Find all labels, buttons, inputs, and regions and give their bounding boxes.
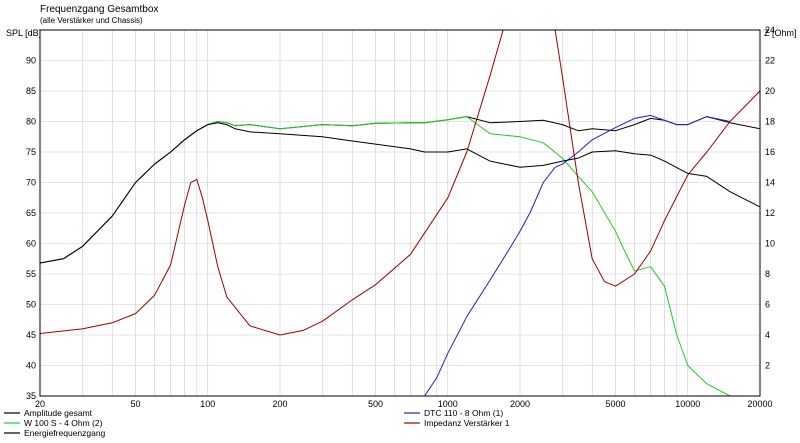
y2-tick-label: 4 (765, 330, 770, 340)
y-tick-label: 90 (26, 56, 36, 66)
y2-axis-label: Z [Ohm] (764, 28, 797, 38)
y-tick-label: 80 (26, 117, 36, 127)
x-tick-label: 200 (272, 399, 287, 409)
legend-label: DTC 110 - 8 Ohm (1) (424, 408, 503, 418)
data-series (40, 30, 760, 396)
x-tick-label: 20000 (747, 399, 772, 409)
x-tick-label: 100 (200, 399, 215, 409)
y-tick-label: 35 (26, 391, 36, 401)
series-line-5 (40, 122, 760, 264)
y2-tick-label: 16 (765, 147, 775, 157)
y-tick-label: 60 (26, 239, 36, 249)
y-tick-label: 50 (26, 300, 36, 310)
x-tick-label: 10000 (675, 399, 700, 409)
legend-label: Energiefrequenzgang (24, 428, 106, 438)
y2-tick-label: 2 (765, 361, 770, 371)
x-tick-label: 20 (35, 399, 45, 409)
y2-tick-label: 24 (765, 25, 775, 35)
plot-frame (39, 29, 761, 397)
x-tick-label: 5000 (605, 399, 625, 409)
legend-label: W 100 S - 4 Ohm (2) (24, 418, 103, 428)
legend-label: Amplitude gesamt (24, 408, 93, 418)
y-axis-label: SPL [dB] (6, 28, 41, 38)
series-line-3 (424, 114, 731, 396)
y2-tick-label: 18 (765, 117, 775, 127)
x-tick-label: 50 (130, 399, 140, 409)
grid-lines (40, 30, 760, 397)
y2-tick-label: 8 (765, 269, 770, 279)
x-tick-label: 500 (368, 399, 383, 409)
y-tick-label: 65 (26, 208, 36, 218)
series-line-4 (40, 30, 760, 336)
y2-tick-label: 14 (765, 178, 775, 188)
y2-tick-label: 20 (765, 86, 775, 96)
y-tick-label: 75 (26, 147, 36, 157)
y-tick-label: 70 (26, 178, 36, 188)
legend-label: Impedanz Verstärker 1 (424, 418, 510, 428)
y-tick-label: 55 (26, 269, 36, 279)
y-tick-label: 40 (26, 361, 36, 371)
y2-tick-label: 12 (765, 208, 775, 218)
y2-tick-label: 10 (765, 239, 775, 249)
chart-subtitle: (alle Verstärker und Chassis) (40, 16, 143, 25)
y2-tick-label: 6 (765, 300, 770, 310)
y2-tick-label: 22 (765, 56, 775, 66)
x-tick-label: 1000 (438, 399, 458, 409)
y-tick-label: 45 (26, 330, 36, 340)
y-tick-label: 85 (26, 86, 36, 96)
tick-labels: 20 50 100 200 500 1000 2000 5000 10000 20000 35 40 4… (26, 25, 775, 409)
chart-title: Frequenzgang Gesamtbox (40, 4, 158, 15)
x-tick-label: 2000 (510, 399, 530, 409)
